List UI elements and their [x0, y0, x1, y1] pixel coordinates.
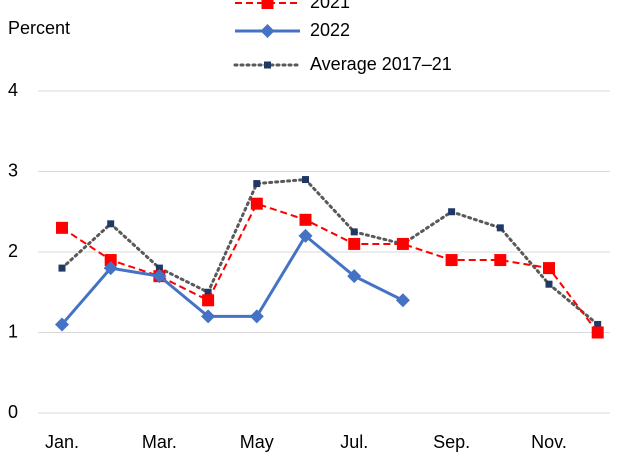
data-point — [302, 176, 309, 184]
legend-marker — [260, 24, 275, 38]
data-point — [298, 228, 313, 243]
data-point — [107, 220, 115, 228]
data-point — [395, 293, 410, 308]
data-point — [155, 264, 163, 272]
data-point — [445, 254, 458, 267]
data-point — [56, 221, 68, 234]
data-point — [253, 180, 261, 188]
y-tick-label: 0 — [8, 402, 18, 422]
y-axis-label: Percent — [8, 18, 70, 38]
data-point — [494, 254, 507, 267]
data-point — [591, 326, 604, 339]
y-tick-label: 3 — [8, 160, 18, 180]
data-point — [496, 224, 504, 232]
y-tick-label: 1 — [8, 321, 18, 341]
data-point — [250, 197, 263, 210]
data-point — [396, 237, 409, 250]
data-point — [55, 317, 69, 332]
data-point — [543, 262, 555, 275]
series-line — [61, 202, 599, 334]
series-line — [60, 177, 600, 326]
data-point — [545, 280, 553, 288]
x-tick-label: Mar. — [142, 432, 177, 452]
data-point — [350, 228, 358, 236]
data-point — [152, 269, 167, 284]
x-tick-label: Sep. — [433, 432, 470, 452]
series-line — [60, 233, 404, 326]
data-point — [249, 309, 264, 324]
y-tick-label: 4 — [8, 80, 18, 100]
x-tick-label: Nov. — [531, 432, 567, 452]
y-tick-label: 2 — [8, 241, 18, 261]
data-point — [348, 237, 361, 250]
x-tick-label: May — [240, 432, 274, 452]
legend-label: 2022 — [310, 20, 350, 40]
legend-marker — [261, 0, 274, 9]
x-tick-label: Jan. — [45, 432, 79, 452]
legend-label: Average 2017–21 — [310, 54, 452, 74]
data-point — [202, 294, 215, 307]
legend-label: 2021 — [310, 0, 350, 12]
data-point — [104, 254, 117, 267]
data-point — [201, 309, 216, 324]
data-point — [103, 261, 118, 276]
data-point — [58, 264, 66, 272]
data-point — [448, 208, 456, 216]
legend-marker — [264, 61, 271, 69]
data-point — [204, 288, 212, 296]
data-point — [594, 320, 602, 328]
data-point — [347, 269, 362, 284]
data-point — [299, 213, 312, 226]
x-tick-label: Jul. — [340, 432, 368, 452]
